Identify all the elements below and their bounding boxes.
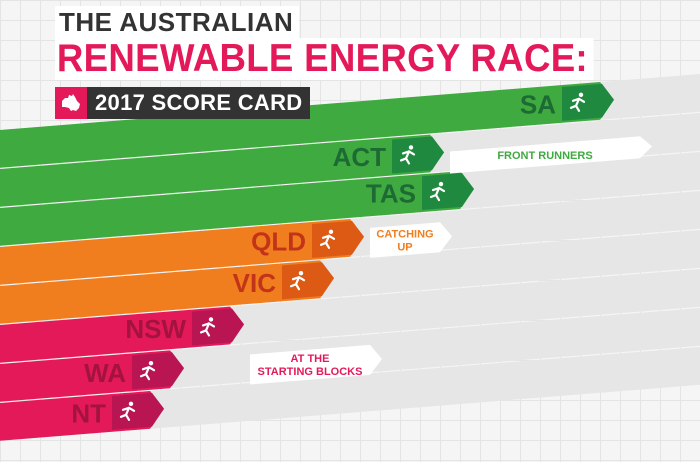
runner-icon <box>119 401 136 421</box>
category-label: VIC <box>233 268 277 298</box>
group-tag: FRONT RUNNERS <box>450 136 652 174</box>
bar-body <box>0 171 474 246</box>
bar-body <box>0 134 444 207</box>
bar-body <box>0 260 334 324</box>
title-line-2: RENEWABLE ENERGY RACE: <box>55 38 594 80</box>
bar-body <box>0 306 244 363</box>
australia-map-icon <box>55 87 87 119</box>
runner-badge <box>282 262 334 300</box>
subtitle-banner: 2017 SCORE CARD <box>55 87 311 119</box>
bar-tas: TAS <box>0 171 474 246</box>
category-label: NSW <box>125 314 186 344</box>
bar-wa: WA <box>0 350 184 402</box>
category-label: WA <box>84 358 126 388</box>
runner-badge <box>562 83 614 121</box>
category-label: SA <box>520 89 556 119</box>
bar-nsw: NSW <box>0 306 244 363</box>
category-label: TAS <box>366 179 416 209</box>
runner-icon <box>569 92 586 112</box>
runner-icon <box>199 317 216 337</box>
group-tag-bg <box>250 344 382 385</box>
runner-badge <box>132 352 184 390</box>
group-label: FRONT RUNNERS <box>497 150 592 162</box>
runner-icon <box>399 145 416 165</box>
bar-nt: NT <box>0 391 164 441</box>
runner-icon <box>139 361 156 381</box>
bar-body <box>0 219 364 285</box>
runner-badge <box>192 308 244 346</box>
bar-qld: QLD <box>0 219 364 285</box>
runner-icon <box>289 271 306 291</box>
group-tag-bg <box>450 136 652 174</box>
runner-badge <box>112 392 164 430</box>
group-label: AT THE <box>291 353 330 365</box>
runner-badge <box>312 220 364 258</box>
category-label: ACT <box>333 142 387 172</box>
track-stripe <box>0 347 700 441</box>
category-label: QLD <box>251 226 306 256</box>
group-tag-bg <box>370 222 452 258</box>
group-label: STARTING BLOCKS <box>258 366 363 378</box>
group-label: UP <box>397 242 412 254</box>
bar-sa: SA <box>0 82 614 168</box>
runner-badge <box>392 136 444 174</box>
runner-badge <box>422 173 474 211</box>
bar-act: ACT <box>0 134 444 207</box>
runner-icon <box>319 229 336 249</box>
bar-vic: VIC <box>0 260 334 324</box>
runner-icon <box>429 181 446 202</box>
group-label: CATCHING <box>376 229 433 241</box>
category-label: NT <box>71 398 106 428</box>
bar-body <box>0 82 614 168</box>
subtitle-text: 2017 SCORE CARD <box>87 87 311 119</box>
title-line-1: THE AUSTRALIAN <box>55 6 300 38</box>
